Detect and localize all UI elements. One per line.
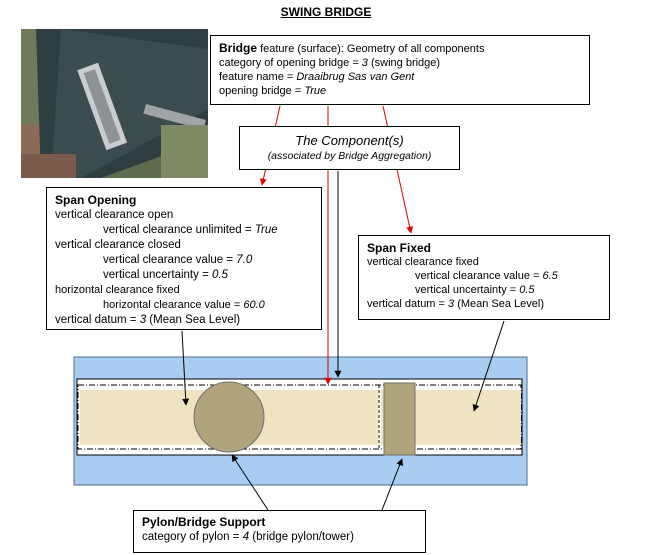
span-opening-line: vertical clearance closed — [55, 239, 181, 251]
opening-bridge-value: True — [304, 85, 327, 97]
span-opening-value: 7.0 — [236, 254, 253, 266]
pylon-suffix: (bridge pylon/tower) — [249, 531, 354, 543]
span-fixed-line: vertical clearance fixed — [367, 256, 479, 268]
aerial-photo — [21, 29, 208, 178]
span-opening-box: Span Opening vertical clearance open ver… — [46, 187, 322, 330]
component-title: The Component(s) — [295, 133, 404, 148]
span-fixed-value: 6.5 — [542, 270, 558, 282]
span-opening-value: 60.0 — [243, 299, 265, 311]
pylon-heading: Pylon/Bridge Support — [142, 515, 266, 529]
span-opening-label: vertical uncertainty = — [103, 269, 212, 281]
arrow-pylon-to-circle — [231, 454, 269, 511]
bridge-category-suffix: (swing bridge) — [367, 57, 441, 69]
span-opening-heading: Span Opening — [55, 193, 137, 207]
component-subtitle: (associated by Bridge Aggregation) — [267, 150, 432, 162]
bridge-category-value: 3 — [361, 57, 368, 69]
span-fixed-heading: Span Fixed — [367, 241, 432, 255]
span-fixed-box: Span Fixed vertical clearance fixed vert… — [358, 235, 610, 320]
pylon-value: 4 — [242, 531, 250, 543]
span-fixed-label: vertical datum = — [367, 298, 449, 310]
arrow-pylon-to-rect — [381, 458, 403, 511]
span-opening-value: 0.5 — [211, 269, 228, 281]
bridge-name-value: Draaibrug Sas van Gent — [296, 71, 415, 83]
span-opening-label: horizontal clearance value = — [103, 299, 244, 311]
pylon-circle — [193, 381, 265, 453]
arrow-span-opening-pointer — [181, 330, 190, 406]
pylon-rect — [383, 382, 416, 456]
span-opening-value: True — [254, 224, 278, 236]
component-box: The Component(s) (associated by Bridge A… — [239, 126, 460, 170]
span-fixed-label: vertical clearance value = — [415, 270, 543, 282]
span-opening-line: horizontal clearance fixed — [55, 284, 180, 296]
span-fixed-suffix: (Mean Sea Level) — [454, 298, 545, 310]
bridge-feature-box: Bridge feature (surface): Geometry of al… — [210, 35, 590, 105]
span-fixed-value: 3 — [448, 298, 455, 310]
span-opening-label: vertical datum = — [55, 314, 140, 326]
span-opening-line: vertical clearance open — [55, 209, 174, 221]
span-opening-label: vertical clearance unlimited = — [103, 224, 255, 236]
pylon-label: category of pylon = — [142, 531, 243, 543]
page-title: SWING BRIDGE — [280, 5, 372, 19]
arrow-span-fixed-pointer — [472, 320, 505, 412]
bridge-category-label: category of opening bridge = — [219, 57, 362, 69]
span-fixed-value: 0.5 — [519, 284, 535, 296]
span-opening-suffix: (Mean Sea Level) — [146, 314, 241, 326]
span-fixed-label: vertical uncertainty = — [415, 284, 520, 296]
bridge-name-label: feature name = — [219, 71, 297, 83]
span-opening-label: vertical clearance value = — [103, 254, 237, 266]
span-opening-value: 3 — [139, 314, 147, 326]
bridge-heading-rest: feature (surface): Geometry of all compo… — [257, 43, 485, 55]
pylon-box: Pylon/Bridge Support category of pylon =… — [133, 510, 426, 553]
opening-bridge-label: opening bridge = — [219, 85, 305, 97]
bridge-heading: Bridge — [219, 41, 258, 55]
